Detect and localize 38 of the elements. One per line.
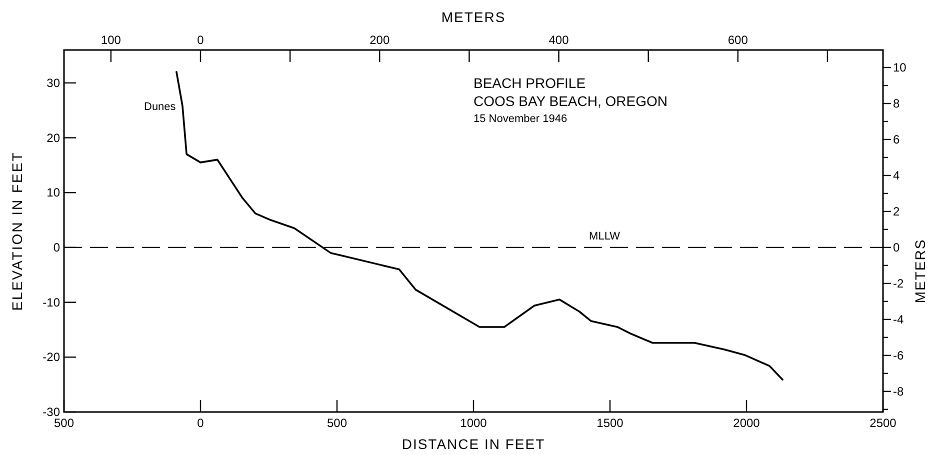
x-tick-label: 0 (197, 416, 204, 430)
annotation: Dunes (144, 101, 176, 113)
y2-axis-title: METERS (912, 238, 928, 304)
x-tick-label: 500 (326, 416, 348, 430)
x2-tick-label: 600 (728, 33, 748, 47)
x2-axis-title: METERS (441, 9, 506, 25)
y2-tick-label: -4 (893, 312, 904, 326)
y2-tick-label: 4 (893, 168, 900, 182)
x2-tick-label: 400 (548, 33, 570, 47)
y-tick-label: -30 (42, 405, 60, 419)
y2-tick-label: -2 (893, 276, 904, 290)
y-tick-label: -20 (42, 350, 60, 364)
y2-tick-label: -8 (893, 384, 904, 398)
y-tick-label: -10 (42, 295, 60, 310)
x2-tick-label: 200 (370, 33, 390, 47)
x-tick-label: 2000 (733, 416, 760, 430)
x-axis-title: DISTANCE IN FEET (402, 436, 546, 452)
x2-tick-label: 100 (100, 33, 122, 47)
y-tick-label: 20 (46, 130, 60, 145)
y-tick-label: 30 (46, 76, 60, 90)
x-tick-label: 500 (54, 416, 74, 430)
y2-tick-label: 6 (893, 132, 900, 146)
y-axis-title: ELEVATION IN FEET (9, 151, 25, 311)
annotation: 15 November 1946 (474, 113, 568, 125)
y2-tick-label: 10 (893, 60, 907, 75)
y-tick-label: 10 (46, 186, 60, 200)
y2-tick-label: 8 (893, 96, 900, 110)
y-tick-label: 0 (53, 240, 60, 254)
x-tick-label: 1500 (596, 416, 624, 430)
x-tick-label: 1000 (460, 416, 488, 430)
x2-tick-label: 0 (197, 33, 204, 47)
x-tick-label: 2500 (870, 416, 897, 430)
y2-tick-label: 2 (893, 204, 900, 218)
y2-tick-label: 0 (893, 240, 900, 254)
text: COOS BAY BEACH, OREGON (474, 93, 668, 109)
ref-line-label: MLLW (589, 230, 621, 242)
text: BEACH PROFILE (474, 75, 586, 91)
y2-tick-label: -6 (893, 348, 904, 362)
